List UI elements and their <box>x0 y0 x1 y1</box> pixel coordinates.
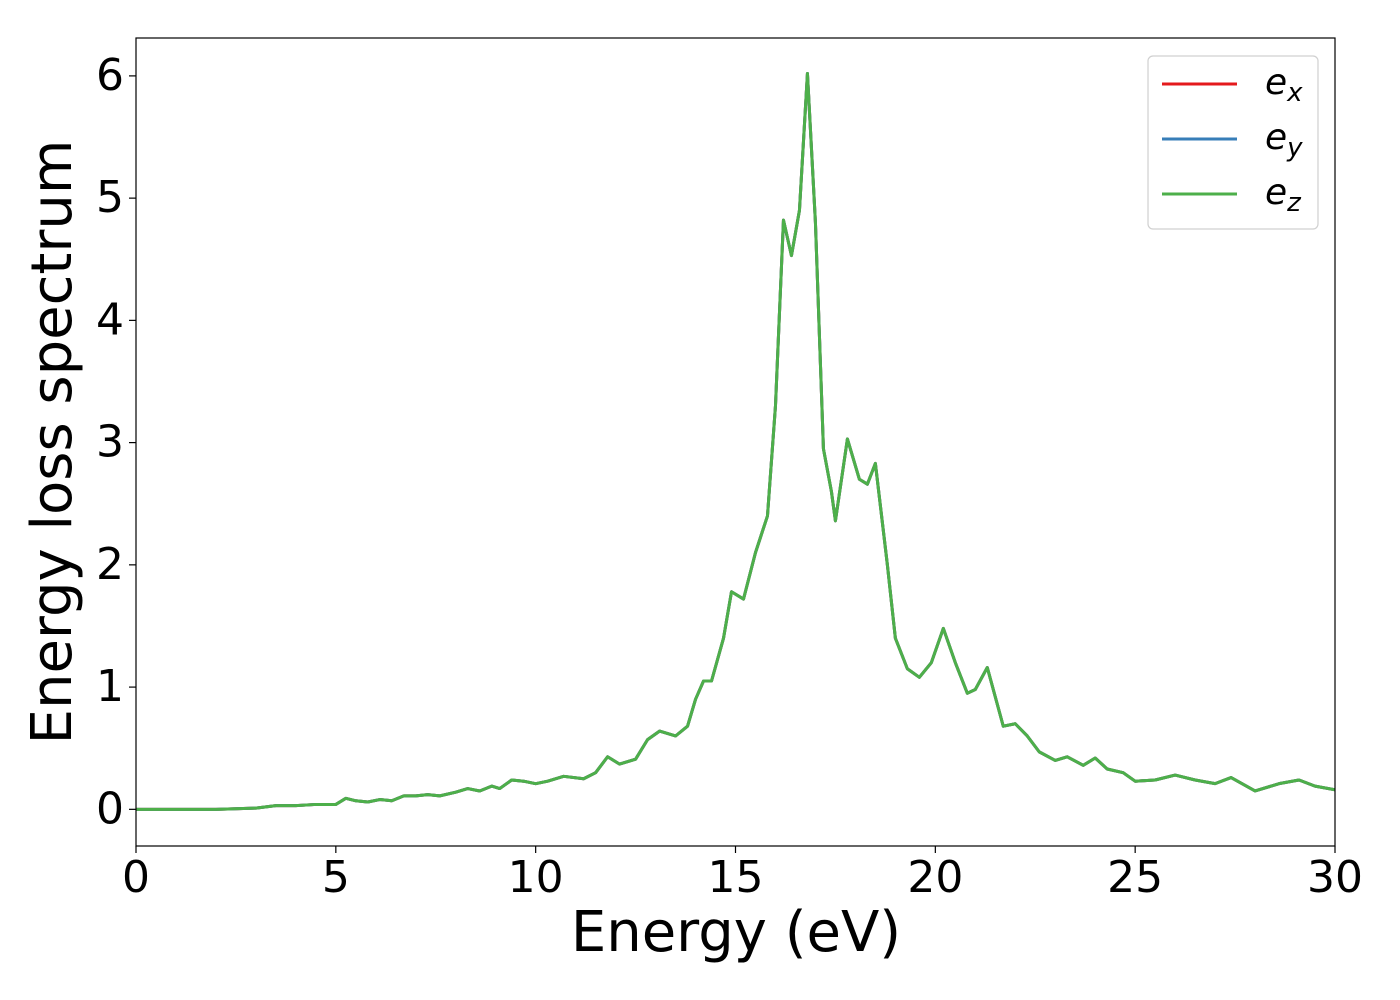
x-tick-label: 10 <box>508 852 564 903</box>
y-tick-label: 3 <box>96 417 124 468</box>
x-tick-label: 5 <box>322 852 350 903</box>
series-line <box>136 71 1335 811</box>
x-tick-label: 20 <box>907 852 963 903</box>
x-axis-label: Energy (eV) <box>571 900 901 965</box>
x-tick-label: 0 <box>122 852 150 903</box>
x-tick-label: 25 <box>1107 852 1163 903</box>
y-tick-label: 1 <box>96 661 124 712</box>
x-tick-label: 30 <box>1307 852 1363 903</box>
legend-label: ex <box>1265 62 1303 108</box>
y-tick-label: 4 <box>96 294 124 345</box>
legend-box <box>1147 55 1319 230</box>
y-tick-label: 2 <box>96 539 124 590</box>
y-tick-label: 0 <box>96 783 124 834</box>
plot-frame <box>135 37 1336 847</box>
legend-label: ez <box>1265 172 1302 218</box>
y-axis-label: Energy loss spectrum <box>20 140 85 745</box>
x-tick-label: 15 <box>708 852 764 903</box>
y-tick-label: 6 <box>96 50 124 101</box>
legend-label: ey <box>1265 117 1303 163</box>
y-tick-label: 5 <box>96 172 124 223</box>
